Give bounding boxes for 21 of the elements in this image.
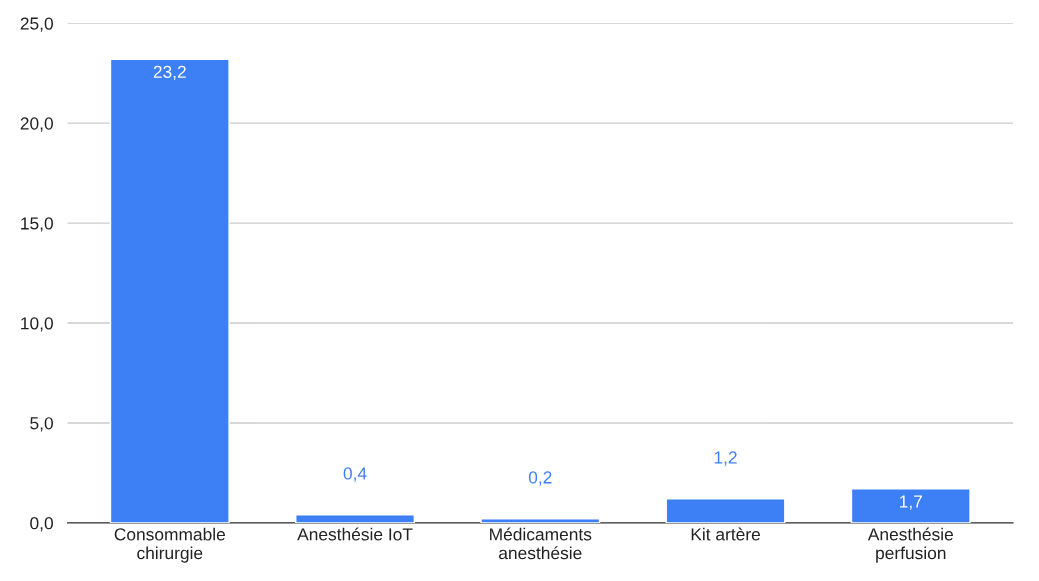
x-tick-label: Anesthésie IoT [297, 527, 413, 541]
x-tick-label: Anesthésie perfusion [867, 527, 953, 563]
bar [109, 58, 230, 523]
bar [295, 514, 416, 523]
bar [850, 488, 971, 523]
x-tick-label: Médicaments anesthésie [490, 527, 592, 560]
data-label: 0,2 [528, 471, 552, 486]
data-label: 23,2 [153, 65, 186, 81]
y-tick-label: 10,0 [21, 317, 53, 332]
data-label: 0,4 [343, 467, 367, 482]
data-label: 1,7 [900, 495, 922, 510]
x-tick-label: Kit artère [691, 527, 760, 541]
y-tick-label: 0,0 [30, 517, 53, 532]
y-tick-label: 5,0 [30, 417, 53, 432]
bar [665, 498, 786, 523]
y-tick-label: 20,0 [20, 117, 53, 132]
data-label: 1,2 [714, 451, 737, 466]
x-tick-label: Consommable chirurgie [114, 527, 225, 563]
y-tick-label: 25,0 [20, 17, 53, 32]
bar [480, 518, 601, 523]
y-tick-label: 15,0 [21, 217, 53, 232]
